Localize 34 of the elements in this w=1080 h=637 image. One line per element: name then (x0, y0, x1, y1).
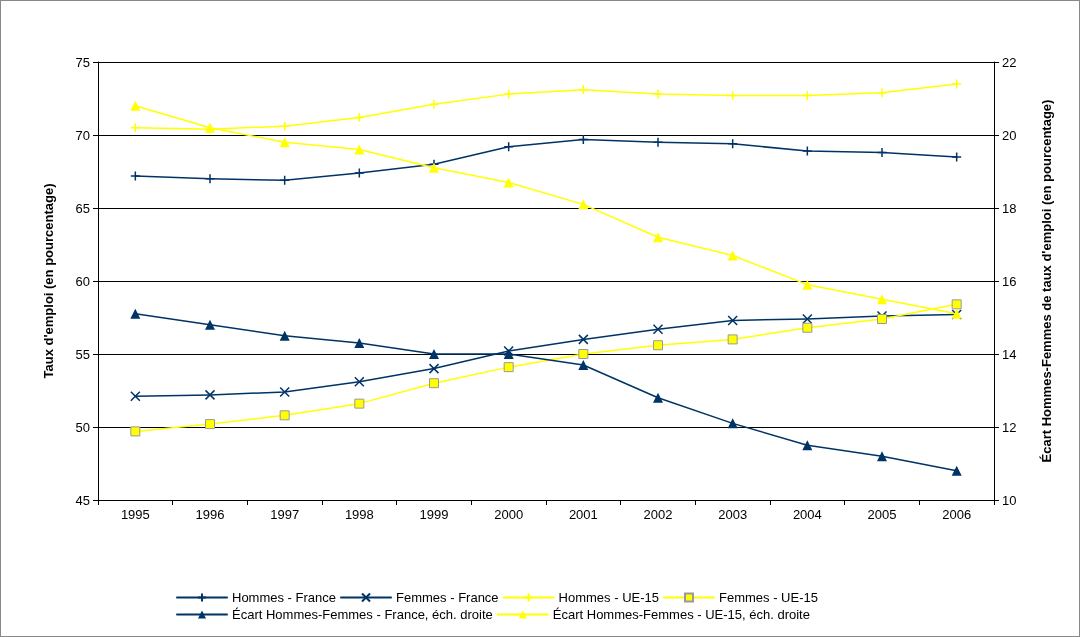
x-tick-label: 2001 (568, 507, 598, 522)
x-tick-label: 1998 (344, 507, 374, 522)
legend-label: Écart Hommes-Femmes - France, éch. droite (232, 607, 493, 622)
y-tick-label: 65 (75, 200, 90, 216)
legend-label: Hommes - UE-15 (558, 590, 660, 605)
y2-tick-label: 12 (1002, 419, 1017, 435)
x-tick-label: 2004 (792, 507, 822, 522)
x-tick-label: 2005 (867, 507, 897, 522)
y2-tick-label: 20 (1002, 127, 1017, 143)
y2-tick-label: 10 (1002, 492, 1017, 508)
x-tick-label: 2006 (942, 507, 972, 522)
y-tick-label: 75 (75, 54, 90, 70)
legend-label: Femmes - France (396, 590, 499, 605)
y-axis-title: Taux d'emploi (en pourcentage) (40, 183, 56, 379)
y-tick-label: 55 (75, 346, 90, 362)
y-tick-label: 60 (75, 273, 90, 289)
y2-tick-label: 16 (1002, 273, 1017, 289)
x-tick-label: 2000 (494, 507, 524, 522)
x-tick-label: 2003 (718, 507, 748, 522)
x-tick-label: 1999 (419, 507, 449, 522)
legend-label: Écart Hommes-Femmes - UE-15, éch. droite (552, 607, 810, 622)
legend-label: Femmes - UE-15 (719, 590, 818, 605)
x-tick-label: 1996 (195, 507, 225, 522)
y2-tick-label: 18 (1002, 200, 1017, 216)
x-tick-label: 1997 (270, 507, 300, 522)
x-tick-label: 2002 (643, 507, 673, 522)
x-tick-label: 1995 (120, 507, 150, 522)
y2-tick-label: 14 (1002, 346, 1017, 362)
y-tick-label: 70 (75, 127, 90, 143)
y2-tick-label: 22 (1002, 54, 1017, 70)
legend-label: Hommes - France (232, 590, 337, 605)
y-tick-label: 45 (75, 492, 90, 508)
y2-axis-title: Écart Hommes-Femmes de taux d'emploi (en pourcentage) (1038, 99, 1054, 463)
y-tick-label: 50 (75, 419, 90, 435)
